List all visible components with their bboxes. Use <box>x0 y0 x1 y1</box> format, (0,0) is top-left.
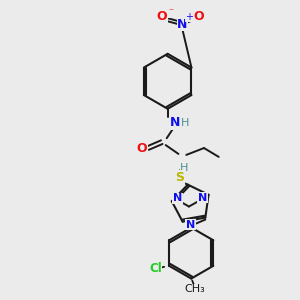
Text: O: O <box>137 142 148 154</box>
Text: H: H <box>181 118 190 128</box>
Text: Cl: Cl <box>149 262 162 275</box>
Text: O: O <box>157 10 167 23</box>
Text: +: + <box>185 11 193 22</box>
Text: O: O <box>194 10 204 23</box>
Text: N: N <box>186 220 195 230</box>
Text: S: S <box>175 171 184 184</box>
Text: N: N <box>198 193 207 203</box>
Text: ⁻: ⁻ <box>168 8 173 18</box>
Text: N: N <box>170 116 181 129</box>
Text: N: N <box>177 18 188 31</box>
Text: CH₃: CH₃ <box>185 284 206 294</box>
Text: H: H <box>180 163 188 173</box>
Text: N: N <box>173 193 182 203</box>
